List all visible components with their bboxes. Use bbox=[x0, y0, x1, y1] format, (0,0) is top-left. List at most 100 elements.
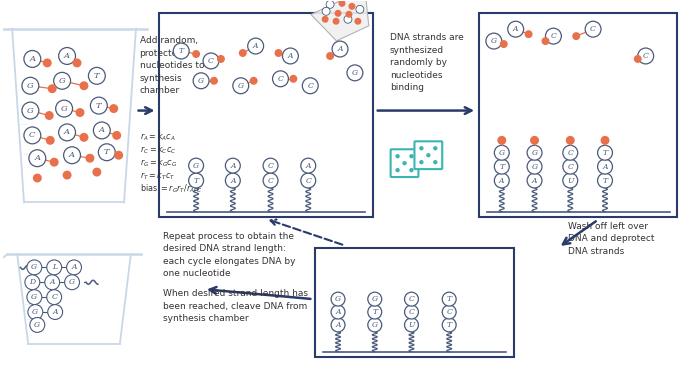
Circle shape bbox=[22, 102, 39, 119]
Circle shape bbox=[597, 173, 612, 188]
Text: A: A bbox=[53, 308, 58, 316]
Circle shape bbox=[192, 50, 200, 58]
Text: G: G bbox=[27, 82, 34, 90]
Text: T: T bbox=[447, 321, 451, 329]
Circle shape bbox=[282, 48, 299, 64]
Text: A: A bbox=[29, 55, 36, 63]
Text: DNA strands are
synthesized
randomly by
nucleotides
binding: DNA strands are synthesized randomly by … bbox=[390, 33, 463, 92]
Text: C: C bbox=[308, 82, 313, 90]
Circle shape bbox=[93, 122, 110, 139]
Circle shape bbox=[345, 11, 352, 18]
Circle shape bbox=[563, 159, 577, 174]
Text: G: G bbox=[352, 69, 358, 77]
Circle shape bbox=[46, 136, 55, 145]
Circle shape bbox=[55, 100, 73, 117]
Circle shape bbox=[225, 158, 240, 173]
Circle shape bbox=[86, 154, 95, 163]
Circle shape bbox=[217, 55, 225, 63]
Text: T: T bbox=[372, 308, 377, 316]
Circle shape bbox=[45, 275, 60, 290]
Circle shape bbox=[585, 21, 601, 37]
Text: G: G bbox=[372, 321, 378, 329]
Text: T: T bbox=[194, 176, 199, 184]
Text: $r_A = k_Ac_A$: $r_A = k_Ac_A$ bbox=[140, 130, 175, 143]
Circle shape bbox=[333, 18, 340, 25]
Circle shape bbox=[495, 159, 509, 174]
Circle shape bbox=[203, 53, 219, 69]
Circle shape bbox=[433, 160, 438, 164]
Text: A: A bbox=[49, 278, 55, 286]
Text: A: A bbox=[288, 52, 293, 60]
Text: C: C bbox=[268, 176, 273, 184]
Circle shape bbox=[395, 168, 400, 172]
Circle shape bbox=[495, 145, 509, 160]
Circle shape bbox=[443, 305, 456, 319]
Circle shape bbox=[331, 318, 345, 332]
Text: G: G bbox=[27, 107, 34, 114]
Text: A: A bbox=[253, 42, 258, 50]
Text: G: G bbox=[69, 278, 75, 286]
Circle shape bbox=[28, 304, 42, 320]
Circle shape bbox=[525, 30, 532, 38]
Text: C: C bbox=[567, 149, 573, 157]
Circle shape bbox=[79, 81, 88, 90]
Circle shape bbox=[112, 131, 121, 140]
Circle shape bbox=[572, 32, 580, 40]
Text: A: A bbox=[532, 176, 537, 184]
Text: C: C bbox=[268, 162, 273, 170]
Text: C: C bbox=[643, 52, 649, 60]
Text: A: A bbox=[306, 162, 311, 170]
Bar bbox=[315, 248, 514, 357]
Circle shape bbox=[338, 0, 345, 7]
Text: A: A bbox=[69, 151, 75, 159]
Text: C: C bbox=[446, 308, 452, 316]
Circle shape bbox=[29, 150, 46, 167]
Text: Repeat process to obtain the
desired DNA strand length:
each cycle elongates DNA: Repeat process to obtain the desired DNA… bbox=[163, 232, 296, 278]
Circle shape bbox=[42, 58, 51, 68]
Bar bbox=[479, 13, 677, 217]
Circle shape bbox=[634, 55, 642, 63]
Text: A: A bbox=[335, 308, 340, 316]
Circle shape bbox=[301, 173, 316, 188]
Circle shape bbox=[419, 146, 423, 151]
Text: C: C bbox=[277, 75, 284, 83]
Circle shape bbox=[354, 18, 362, 25]
Circle shape bbox=[27, 260, 42, 275]
Text: A: A bbox=[499, 176, 505, 184]
Text: Add random,
protected
nucleotides to
synthesis
chamber: Add random, protected nucleotides to syn… bbox=[140, 36, 204, 95]
Text: G: G bbox=[32, 263, 38, 271]
Bar bbox=[160, 13, 373, 217]
Circle shape bbox=[275, 49, 282, 57]
Circle shape bbox=[88, 68, 105, 84]
Text: A: A bbox=[64, 52, 70, 60]
Text: A: A bbox=[337, 45, 342, 53]
Text: L: L bbox=[51, 263, 57, 271]
FancyBboxPatch shape bbox=[414, 141, 443, 169]
Circle shape bbox=[541, 37, 549, 45]
Circle shape bbox=[545, 28, 561, 44]
Circle shape bbox=[495, 173, 509, 188]
Circle shape bbox=[193, 73, 209, 89]
Circle shape bbox=[402, 161, 407, 165]
Text: G: G bbox=[32, 308, 38, 316]
Text: G: G bbox=[238, 82, 244, 90]
Text: D: D bbox=[29, 278, 36, 286]
Circle shape bbox=[500, 40, 508, 48]
Circle shape bbox=[334, 10, 342, 17]
Text: A: A bbox=[64, 128, 70, 137]
Text: G: G bbox=[335, 295, 341, 303]
Text: G: G bbox=[532, 149, 538, 157]
Circle shape bbox=[638, 48, 653, 64]
Circle shape bbox=[239, 49, 247, 57]
Text: G: G bbox=[198, 77, 204, 85]
Circle shape bbox=[48, 304, 62, 320]
Text: C: C bbox=[567, 163, 573, 170]
Text: A: A bbox=[71, 263, 77, 271]
Circle shape bbox=[53, 72, 71, 89]
Circle shape bbox=[563, 173, 577, 188]
Text: A: A bbox=[335, 321, 340, 329]
Circle shape bbox=[263, 173, 278, 188]
Circle shape bbox=[48, 84, 57, 93]
FancyBboxPatch shape bbox=[390, 149, 419, 177]
Circle shape bbox=[24, 127, 41, 144]
